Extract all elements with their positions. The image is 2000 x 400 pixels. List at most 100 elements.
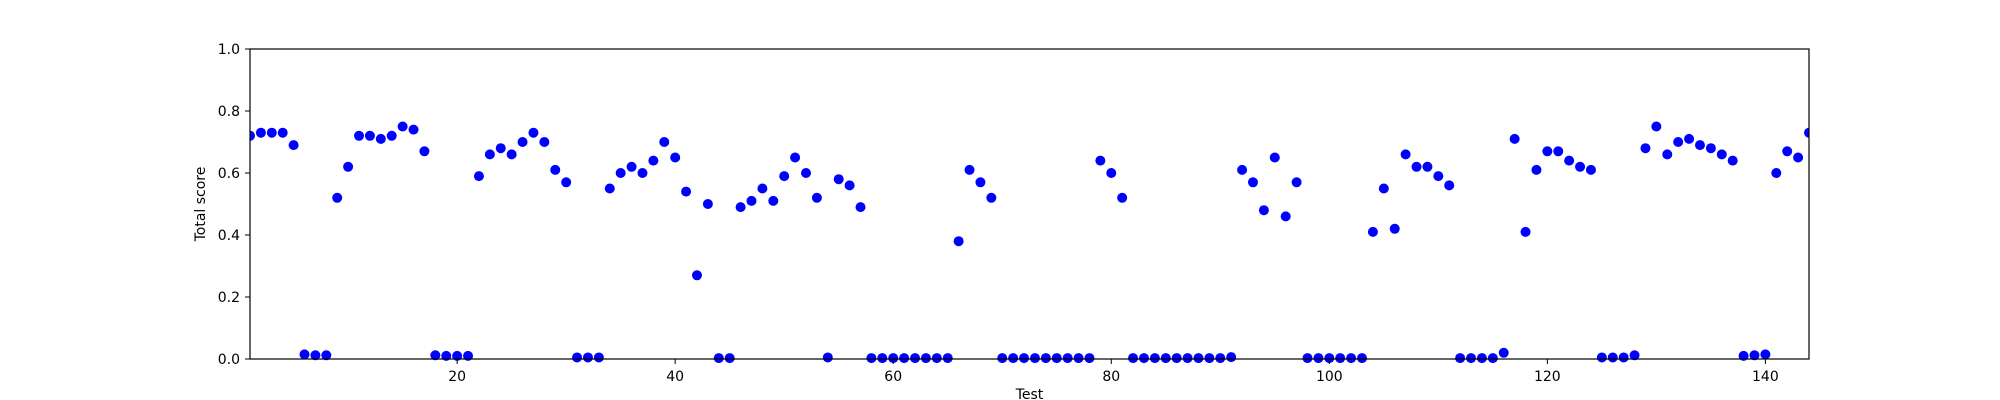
data-point — [364, 130, 375, 141]
data-point — [964, 164, 975, 175]
data-point — [888, 353, 899, 364]
x-axis-label: Test — [1015, 387, 1044, 400]
data-point — [1466, 353, 1477, 364]
data-point — [517, 137, 528, 147]
x-tick-label: 140 — [1752, 369, 1779, 385]
data-point — [1291, 177, 1302, 188]
data-point — [1509, 133, 1520, 144]
data-point — [910, 353, 921, 364]
data-point — [1378, 183, 1389, 194]
data-point — [1694, 140, 1705, 151]
data-point — [506, 149, 517, 160]
data-point — [386, 130, 397, 141]
data-point — [953, 236, 964, 247]
data-point — [811, 192, 822, 203]
data-point — [1596, 352, 1607, 363]
data-point — [1542, 146, 1553, 157]
data-point — [299, 349, 310, 360]
data-point — [1138, 353, 1149, 364]
y-tick-label: 0.8 — [218, 104, 240, 120]
data-point — [277, 127, 288, 138]
data-point — [1640, 143, 1651, 154]
data-point — [1411, 161, 1422, 172]
data-point — [615, 168, 626, 178]
data-point — [1455, 353, 1466, 364]
data-point — [801, 168, 812, 178]
data-point — [659, 137, 670, 147]
data-point — [1422, 161, 1433, 172]
data-point — [1771, 168, 1782, 178]
data-point — [1008, 353, 1019, 364]
data-point — [1498, 347, 1509, 358]
x-tick-label: 20 — [448, 369, 466, 385]
data-point — [1727, 155, 1738, 166]
data-point — [1760, 349, 1771, 360]
data-point — [1673, 137, 1684, 147]
data-point — [1651, 121, 1662, 132]
x-tick-label: 60 — [884, 369, 902, 385]
data-point — [1193, 353, 1204, 364]
data-point — [1487, 353, 1498, 364]
data-point — [833, 174, 844, 185]
data-point — [746, 195, 757, 206]
data-point — [931, 353, 942, 364]
data-point — [484, 149, 495, 160]
data-point — [1585, 164, 1596, 175]
data-point — [1389, 223, 1400, 234]
data-point — [1520, 226, 1531, 237]
data-point — [1782, 146, 1793, 157]
data-point — [975, 177, 986, 188]
data-point — [724, 353, 735, 364]
data-point — [1062, 353, 1073, 364]
y-axis-label: Total score — [193, 167, 209, 243]
data-point — [997, 353, 1008, 364]
data-point — [1313, 353, 1324, 364]
data-point — [332, 192, 343, 203]
data-point — [1793, 152, 1804, 163]
data-point — [1400, 149, 1411, 160]
data-point — [735, 202, 746, 213]
x-tick-label: 100 — [1316, 369, 1343, 385]
data-point — [637, 168, 648, 178]
data-point — [1684, 133, 1695, 144]
data-point — [1553, 146, 1564, 157]
data-point — [1051, 353, 1062, 364]
x-tick-label: 80 — [1102, 369, 1120, 385]
data-point — [920, 353, 931, 364]
data-point — [670, 152, 681, 163]
data-point — [572, 352, 583, 363]
data-point — [1705, 143, 1716, 154]
data-point — [691, 270, 702, 281]
data-point — [1247, 177, 1258, 188]
data-point — [1804, 127, 1809, 138]
data-point — [1433, 171, 1444, 182]
data-point — [375, 133, 386, 144]
data-point — [1302, 353, 1313, 364]
data-point — [1444, 180, 1455, 191]
data-point — [1531, 164, 1542, 175]
x-tick-label: 40 — [666, 369, 684, 385]
data-point — [1749, 350, 1760, 361]
y-axis: 0.0 0.2 0.4 0.6 0.8 1.0 — [218, 42, 250, 368]
data-point — [343, 161, 354, 172]
x-tick-label: 120 — [1534, 369, 1561, 385]
data-point — [1095, 155, 1106, 166]
data-point — [1618, 352, 1629, 363]
data-point — [1040, 353, 1051, 364]
data-point — [1357, 353, 1368, 364]
data-points — [250, 121, 1809, 364]
data-point — [419, 146, 430, 157]
data-point — [1226, 352, 1237, 363]
data-point — [986, 192, 997, 203]
data-point — [1237, 164, 1248, 175]
data-point — [648, 155, 659, 166]
data-point — [582, 352, 593, 363]
data-point — [1335, 353, 1346, 364]
data-point — [822, 352, 833, 363]
data-point — [1662, 149, 1673, 160]
data-point — [408, 124, 419, 135]
data-point — [877, 353, 888, 364]
data-point — [702, 199, 713, 209]
y-tick-label: 0.0 — [218, 352, 240, 368]
